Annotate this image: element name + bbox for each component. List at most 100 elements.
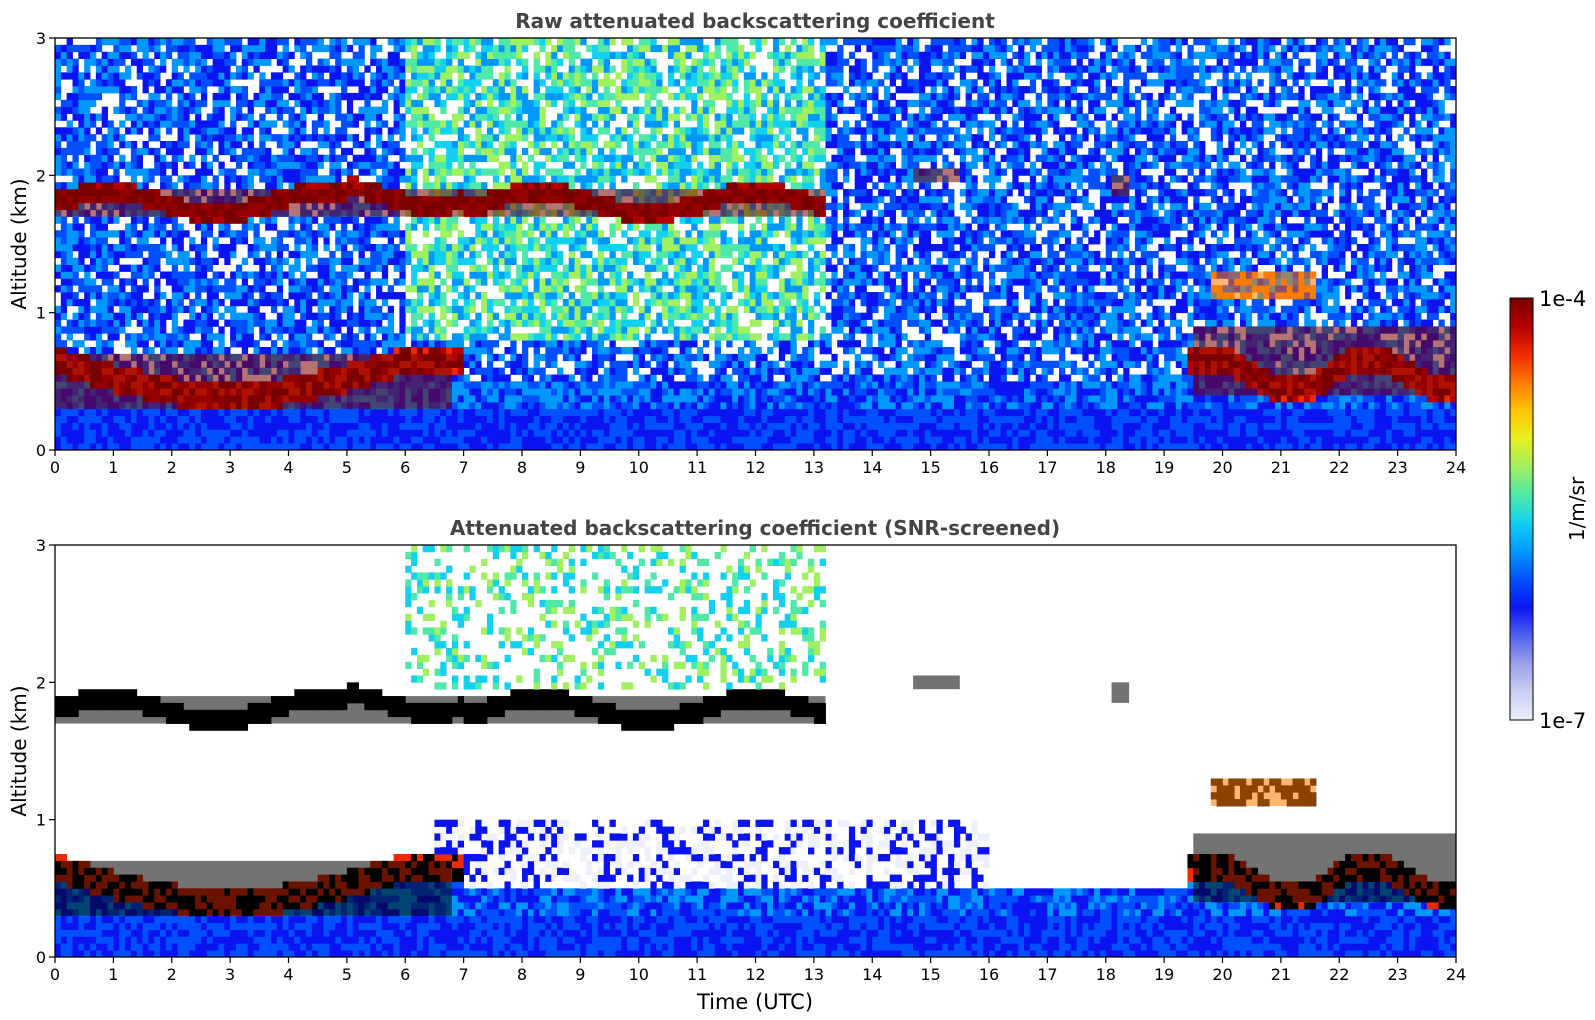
heatmap-cell <box>592 340 599 348</box>
heatmap-cell <box>451 216 459 224</box>
heatmap-cell <box>399 264 406 272</box>
heatmap-cell <box>580 141 587 149</box>
heatmap-cell <box>195 271 202 279</box>
heatmap-cell <box>177 250 184 259</box>
heatmap-cell <box>235 422 243 430</box>
heatmap-cell <box>568 374 575 382</box>
heatmap-cell <box>551 360 558 368</box>
heatmap-cell <box>218 44 225 53</box>
heatmap-cell <box>119 408 126 417</box>
heatmap-cell <box>346 168 354 176</box>
heatmap-cell <box>346 326 354 334</box>
heatmap-cell <box>300 333 307 341</box>
heatmap-cell <box>148 250 155 259</box>
heatmap-cell <box>101 230 108 238</box>
heatmap-cell <box>574 120 581 128</box>
heatmap-cell <box>346 422 354 430</box>
heatmap-cell <box>177 257 184 265</box>
heatmap-cell <box>200 312 208 320</box>
heatmap-cell <box>119 134 126 142</box>
heatmap-cell <box>498 374 505 382</box>
heatmap-cell <box>644 99 651 108</box>
heatmap-cell <box>72 326 79 334</box>
heatmap-cell <box>609 161 616 169</box>
heatmap-cell <box>200 326 208 334</box>
heatmap-cell <box>621 92 628 101</box>
heatmap-cell <box>481 264 488 272</box>
heatmap-cell <box>171 58 178 66</box>
heatmap-cell <box>113 168 120 176</box>
heatmap-cell <box>212 347 219 355</box>
heatmap-cell <box>504 113 511 121</box>
heatmap-cell <box>200 141 208 149</box>
heatmap-cell <box>183 134 190 142</box>
heatmap-cell <box>294 99 301 108</box>
heatmap-cell <box>55 340 62 348</box>
heatmap-cell <box>621 106 628 114</box>
heatmap-cell <box>218 443 225 450</box>
heatmap-cell <box>428 326 435 334</box>
heatmap-cell <box>644 401 651 410</box>
heatmap-cell <box>72 175 79 183</box>
heatmap-cell <box>621 381 628 389</box>
heatmap-cell <box>265 326 272 334</box>
heatmap-cell <box>644 312 651 320</box>
heatmap-cell <box>142 271 149 279</box>
heatmap-cell <box>434 422 441 430</box>
heatmap-cell <box>66 264 73 272</box>
heatmap-cell <box>615 436 622 444</box>
heatmap-cell <box>294 79 301 87</box>
heatmap-cell <box>411 285 418 293</box>
heatmap-cell <box>615 298 622 307</box>
heatmap-cell <box>498 99 505 108</box>
heatmap-cell <box>306 216 313 224</box>
heatmap-cell <box>130 429 138 437</box>
heatmap-cell <box>586 415 593 423</box>
heatmap-cell <box>183 182 190 190</box>
heatmap-cell <box>177 106 184 114</box>
heatmap-cell <box>294 298 301 307</box>
heatmap-cell <box>492 106 500 114</box>
heatmap-cell <box>428 86 435 94</box>
heatmap-cell <box>522 72 529 80</box>
heatmap-cell <box>376 292 383 300</box>
heatmap-cell <box>55 127 62 135</box>
heatmap-cell <box>136 250 143 259</box>
heatmap-cell <box>568 401 575 410</box>
heatmap-cell <box>101 182 108 190</box>
heatmap-cell <box>504 333 511 341</box>
heatmap-cell <box>632 147 640 156</box>
heatmap-cell <box>568 298 575 307</box>
heatmap-cell <box>247 244 254 252</box>
heatmap-cell <box>609 106 616 114</box>
heatmap-cell <box>282 175 289 183</box>
heatmap-cell <box>510 106 517 114</box>
heatmap-cell <box>113 182 120 190</box>
heatmap-cell <box>533 429 540 437</box>
heatmap-cell <box>107 408 114 417</box>
heatmap-cell <box>522 106 529 114</box>
heatmap-cell <box>475 340 482 348</box>
heatmap-cell <box>241 429 249 437</box>
heatmap-cell <box>177 271 184 279</box>
heatmap-cell <box>358 347 365 355</box>
heatmap-cell <box>300 161 307 169</box>
heatmap-cell <box>580 79 587 87</box>
heatmap-cell <box>539 141 546 149</box>
heatmap-cell <box>527 120 535 128</box>
heatmap-cell <box>265 347 272 355</box>
heatmap-cell <box>300 175 307 183</box>
heatmap-cell <box>235 182 243 190</box>
heatmap-cell <box>405 237 412 245</box>
heatmap-cell <box>446 319 453 327</box>
heatmap-cell <box>481 271 488 279</box>
heatmap-cell <box>171 292 178 300</box>
heatmap-cell <box>311 264 319 272</box>
heatmap-cell <box>405 38 412 46</box>
heatmap-cell <box>270 271 278 279</box>
heatmap-cell <box>393 429 400 437</box>
heatmap-cell <box>592 120 599 128</box>
heatmap-cell <box>335 443 342 450</box>
heatmap-cell <box>650 264 657 272</box>
heatmap-cell <box>481 443 488 450</box>
